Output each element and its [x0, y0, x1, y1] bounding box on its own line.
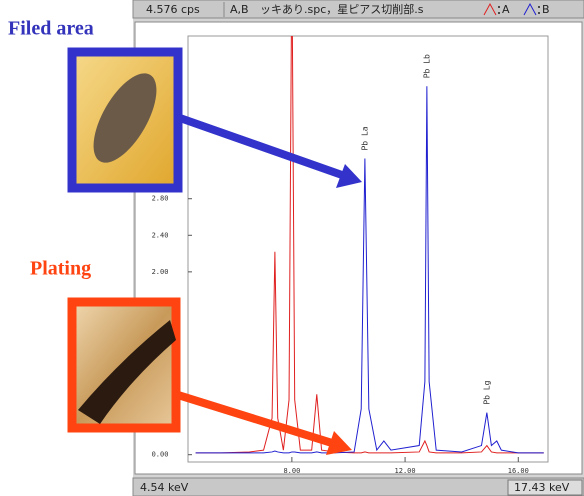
legend-label: A — [502, 3, 510, 16]
y-tick-label: 2.40 — [152, 231, 169, 239]
y-tick-label: 2.80 — [152, 195, 169, 203]
legend-label: B — [542, 3, 550, 16]
status-box — [507, 479, 583, 496]
statusbar — [132, 477, 584, 496]
legend-colon — [498, 12, 500, 14]
legend-icon — [483, 2, 497, 16]
y-tick-label: 0.00 — [152, 451, 169, 459]
legend-colon — [538, 6, 540, 8]
legend-colon — [498, 6, 500, 8]
status-left: 4.54 keV — [140, 481, 189, 494]
spectrum-line — [195, 86, 544, 454]
callout-filed: Filed area — [8, 18, 94, 40]
toolbar — [132, 0, 584, 19]
plot-area — [187, 35, 549, 463]
peak-label: Pb Lg — [482, 380, 491, 404]
arrow-head — [336, 164, 362, 188]
arrow-plating — [176, 391, 334, 447]
x-tick-label: 16.00 — [508, 467, 529, 475]
chart: 0.00 2.00 2.40 2.80 8.00 12.00 16.00 Pb La Pb Lb… — [152, 2, 550, 475]
x-tick-label: 12.00 — [395, 467, 416, 475]
arrow-filed — [178, 114, 344, 179]
y-tick-label: 2.00 — [152, 268, 169, 276]
status-right: 17.43 keV — [514, 481, 570, 494]
plot-lines — [195, 36, 544, 454]
peak-label: Pb La — [360, 126, 369, 150]
file-name: ッキあり.spc，星ピアス切削部.s — [260, 2, 424, 16]
photo-object — [93, 73, 157, 163]
spectrum-line — [195, 36, 544, 454]
x-tick-label: 8.00 — [283, 467, 300, 475]
peak-label: Pb Lb — [422, 54, 431, 78]
callout-plating: Plating — [30, 258, 91, 280]
legend-icon — [523, 2, 537, 16]
arrow-head — [326, 431, 352, 455]
photo-object — [78, 320, 176, 424]
series-set: A,B — [230, 3, 249, 16]
legend-colon — [538, 12, 540, 14]
rate: 4.576 cps — [146, 3, 200, 16]
